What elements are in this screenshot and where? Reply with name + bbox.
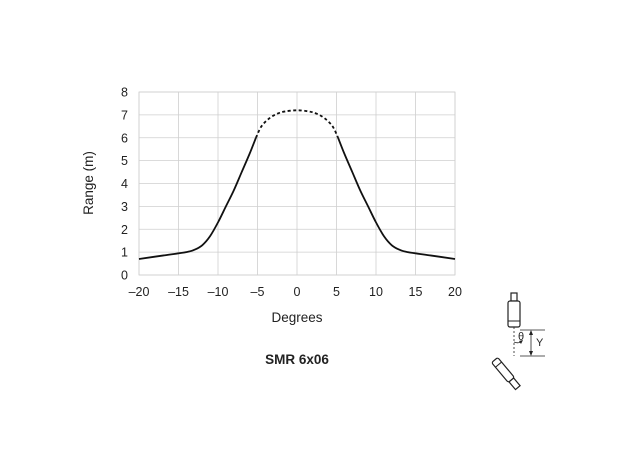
y-tick-label: 8 <box>121 86 128 100</box>
x-axis-label: Degrees <box>271 310 322 325</box>
x-tick-label: –10 <box>208 285 229 299</box>
upper-sensor-icon <box>507 292 521 328</box>
x-tick-label: –20 <box>129 285 150 299</box>
y-tick-label: 0 <box>121 269 128 283</box>
y-tick-label: 6 <box>121 131 128 145</box>
x-tick-labels: –20 –15 –10 –5 0 5 10 15 20 <box>129 285 462 299</box>
y-tick-label: 7 <box>121 108 128 122</box>
x-tick-label: –5 <box>251 285 265 299</box>
plot-frame <box>138 91 456 276</box>
x-tick-label: 10 <box>369 285 383 299</box>
y-tick-label: 5 <box>121 154 128 168</box>
y-tick-labels: 0 1 2 3 4 5 6 7 8 <box>121 86 128 283</box>
y-offset-label: Y <box>536 337 544 349</box>
x-tick-label: 0 <box>294 285 301 299</box>
y-tick-label: 2 <box>121 223 128 237</box>
x-tick-label: 20 <box>448 285 462 299</box>
grid <box>138 91 456 276</box>
x-tick-label: 5 <box>333 285 340 299</box>
chart-title: SMR 6x06 <box>265 352 329 367</box>
series-line <box>337 137 456 260</box>
y-tick-label: 1 <box>121 246 128 260</box>
y-tick-label: 3 <box>121 200 128 214</box>
y-axis-label: Range (m) <box>81 151 96 215</box>
sensor-geometry-diagram: Y θ <box>491 292 545 391</box>
y-tick-label: 4 <box>121 177 128 191</box>
x-tick-label: –15 <box>168 285 189 299</box>
x-tick-label: 15 <box>409 285 423 299</box>
angle-label: θ <box>518 331 524 343</box>
series-line <box>138 137 257 260</box>
lower-sensor-icon <box>491 357 521 391</box>
series-lines <box>138 109 456 260</box>
